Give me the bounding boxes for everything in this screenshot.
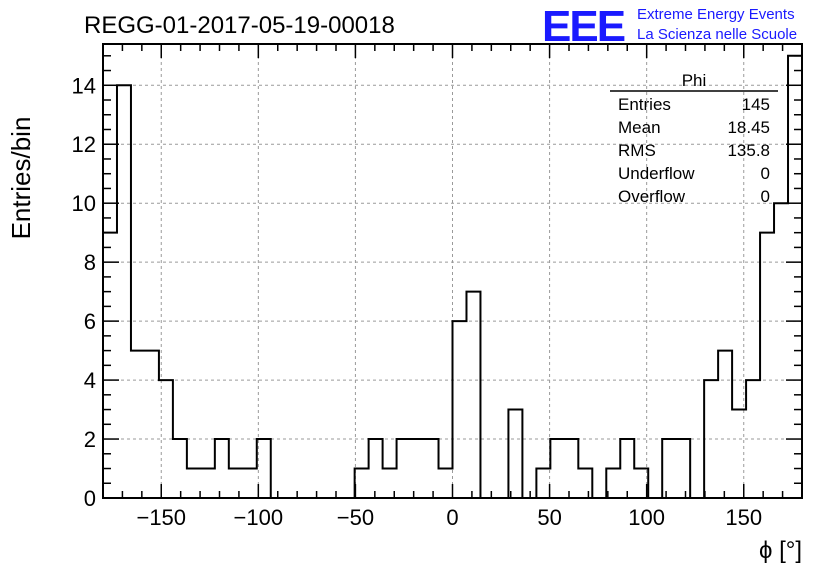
stats-value: 135.8: [727, 141, 770, 160]
stats-rows: Entries 145 Mean 18.45 RMS 135.8 Underflow 0 Ove…: [618, 95, 770, 206]
stats-value: 18.45: [727, 118, 770, 137]
plot-title: REGG-01-2017-05-19-00018: [84, 12, 395, 39]
x-tick-label: −50: [337, 505, 374, 530]
x-tick-label: 50: [537, 505, 561, 530]
y-tick-label: 0: [84, 486, 96, 511]
stats-label: Underflow: [618, 164, 695, 183]
x-axis-label: ϕ [°]: [759, 537, 802, 564]
logo-line-1: Extreme Energy Events: [637, 6, 795, 23]
y-axis-label: Entries/bin: [6, 117, 36, 240]
axis-ticks: [103, 44, 802, 498]
y-tick-label: 10: [72, 191, 96, 216]
stats-label: Overflow: [618, 187, 686, 206]
eee-logo: EEE: [542, 2, 625, 51]
stats-value: 0: [761, 164, 770, 183]
stats-value: 145: [742, 95, 770, 114]
x-tick-label: −150: [136, 505, 186, 530]
y-tick-label: 12: [72, 132, 96, 157]
stats-box: Phi Entries 145 Mean 18.45 RMS 135.8 Underflow…: [610, 71, 778, 206]
stats-label: Mean: [618, 118, 661, 137]
y-tick-label: 14: [72, 73, 96, 98]
histogram-outline: [102, 54, 803, 499]
y-tick-labels: 0 2 4 6 8 10 12 14: [72, 73, 96, 511]
x-tick-label: 100: [628, 505, 665, 530]
stats-name: Phi: [682, 71, 707, 90]
x-tick-label: 150: [725, 505, 762, 530]
x-tick-labels: −150 −100 −50 0 50 100 150: [136, 505, 762, 530]
stats-label: Entries: [618, 95, 671, 114]
x-tick-label: −100: [234, 505, 284, 530]
logo-line-2: La Scienza nelle Scuole: [637, 26, 797, 43]
y-tick-label: 2: [84, 427, 96, 452]
stats-value: 0: [761, 187, 770, 206]
y-tick-label: 8: [84, 250, 96, 275]
stats-label: RMS: [618, 141, 656, 160]
y-tick-label: 4: [84, 368, 96, 393]
x-tick-label: 0: [446, 505, 458, 530]
y-tick-label: 6: [84, 309, 96, 334]
